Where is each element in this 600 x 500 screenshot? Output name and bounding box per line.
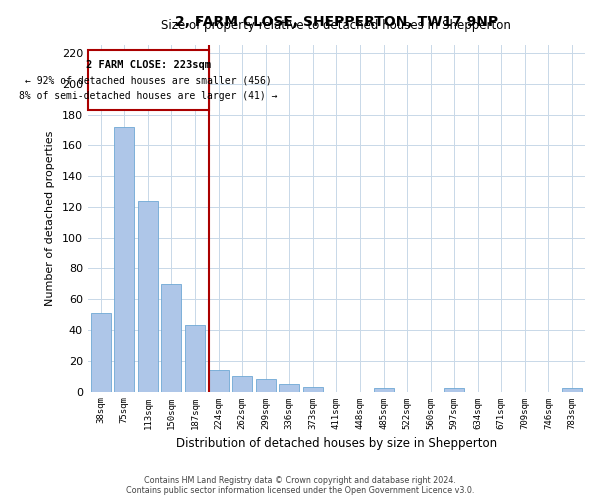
Bar bbox=[232, 376, 252, 392]
Bar bbox=[185, 326, 205, 392]
Bar bbox=[114, 127, 134, 392]
Bar bbox=[279, 384, 299, 392]
Bar bbox=[303, 387, 323, 392]
Bar bbox=[256, 379, 276, 392]
FancyBboxPatch shape bbox=[88, 50, 209, 110]
Bar bbox=[374, 388, 394, 392]
Text: 2 FARM CLOSE: 223sqm: 2 FARM CLOSE: 223sqm bbox=[86, 60, 211, 70]
Bar bbox=[562, 388, 582, 392]
X-axis label: Distribution of detached houses by size in Shepperton: Distribution of detached houses by size … bbox=[176, 437, 497, 450]
Title: 2, FARM CLOSE, SHEPPERTON, TW17 9NP: 2, FARM CLOSE, SHEPPERTON, TW17 9NP bbox=[175, 15, 498, 29]
Text: ← 92% of detached houses are smaller (456): ← 92% of detached houses are smaller (45… bbox=[25, 76, 272, 86]
Y-axis label: Number of detached properties: Number of detached properties bbox=[45, 131, 55, 306]
Bar bbox=[161, 284, 181, 392]
Text: Size of property relative to detached houses in Shepperton: Size of property relative to detached ho… bbox=[161, 18, 511, 32]
Bar bbox=[209, 370, 229, 392]
Bar bbox=[138, 201, 158, 392]
Text: Contains HM Land Registry data © Crown copyright and database right 2024.
Contai: Contains HM Land Registry data © Crown c… bbox=[126, 476, 474, 495]
Text: 8% of semi-detached houses are larger (41) →: 8% of semi-detached houses are larger (4… bbox=[19, 91, 277, 101]
Bar bbox=[444, 388, 464, 392]
Bar bbox=[91, 313, 111, 392]
